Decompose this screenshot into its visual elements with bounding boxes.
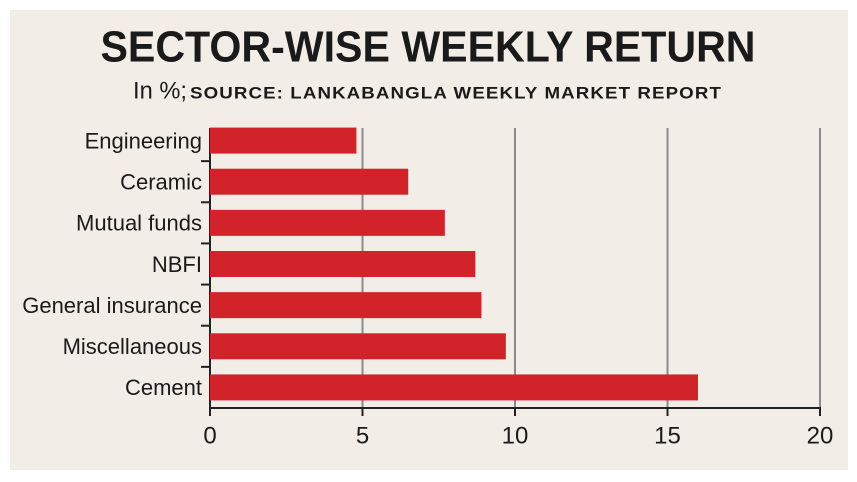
x-tick-label: 15 xyxy=(654,422,681,449)
y-tick-label: Engineering xyxy=(85,128,202,153)
bar xyxy=(210,168,409,195)
y-tick-label: General insurance xyxy=(22,293,202,318)
subtitle: In %; xyxy=(133,77,187,104)
x-tick-label: 20 xyxy=(807,422,834,449)
bar xyxy=(210,292,482,319)
x-tick-label: 5 xyxy=(356,422,369,449)
bar xyxy=(210,333,506,360)
bar xyxy=(210,127,357,154)
y-tick-label: Mutual funds xyxy=(76,211,202,236)
y-tick-label: Miscellaneous xyxy=(63,334,202,359)
y-tick-label: Ceramic xyxy=(120,170,202,195)
y-tick-label: NBFI xyxy=(152,252,202,277)
x-tick-label: 10 xyxy=(502,422,529,449)
chart-title: SECTOR-WISE WEEKLY RETURN xyxy=(101,23,756,72)
bar xyxy=(210,374,698,401)
bar xyxy=(210,209,445,236)
x-tick-label: 0 xyxy=(203,422,216,449)
source: SOURCE: LANKABANGLA WEEKLY MARKET REPORT xyxy=(190,83,722,102)
bar xyxy=(210,251,476,277)
y-tick-label: Cement xyxy=(125,375,202,400)
